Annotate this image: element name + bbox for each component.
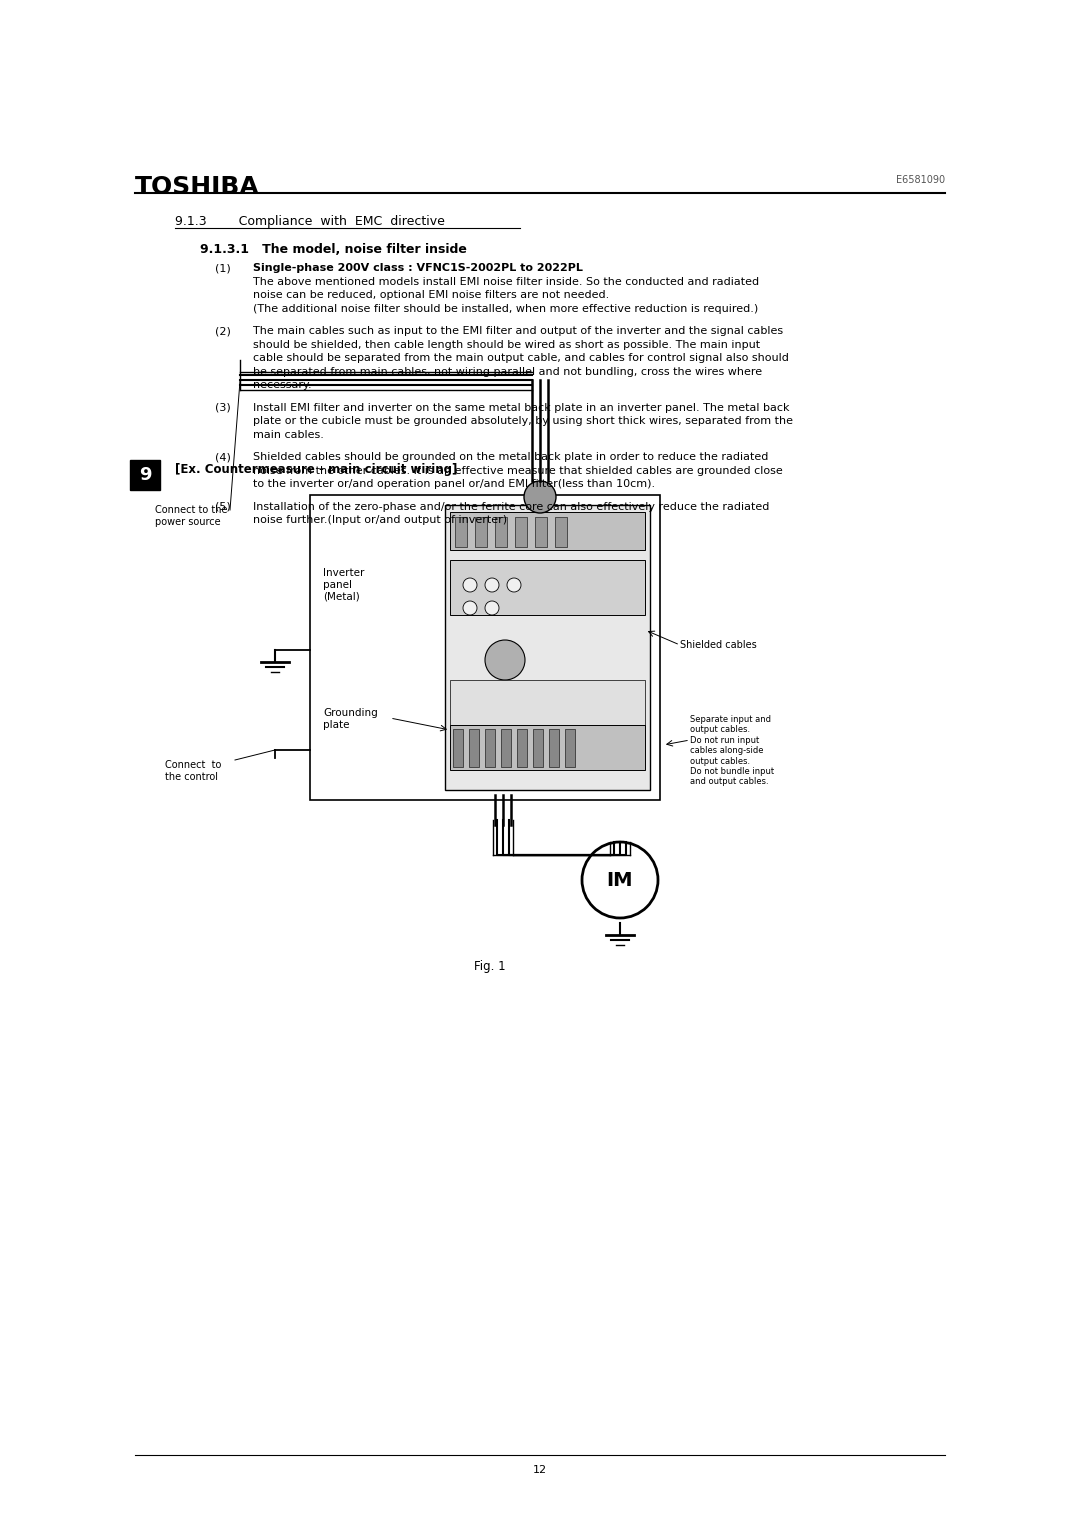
- Text: (3): (3): [215, 402, 231, 413]
- Bar: [535, 516, 546, 547]
- Circle shape: [582, 842, 658, 918]
- Circle shape: [507, 578, 521, 591]
- Bar: [469, 729, 480, 767]
- Bar: [501, 729, 511, 767]
- Text: E6581090: E6581090: [896, 176, 945, 185]
- Text: [Ex. Countermeasure - main circuit wiring]: [Ex. Countermeasure - main circuit wirin…: [175, 463, 457, 477]
- Bar: [453, 729, 463, 767]
- Circle shape: [463, 578, 477, 591]
- Text: necessary.: necessary.: [253, 380, 312, 390]
- Bar: [450, 724, 645, 770]
- Bar: [555, 516, 567, 547]
- Text: Inverter
panel
(Metal): Inverter panel (Metal): [323, 568, 364, 601]
- Bar: [455, 516, 467, 547]
- Text: Shielded cables should be grounded on the metal back plate in order to reduce th: Shielded cables should be grounded on th…: [253, 452, 768, 461]
- Text: Fig. 1: Fig. 1: [474, 960, 505, 973]
- Text: Separate input and
output cables.
Do not run input
cables along-side
output cabl: Separate input and output cables. Do not…: [690, 715, 774, 787]
- Text: should be shielded, then cable length should be wired as short as possible. The : should be shielded, then cable length sh…: [253, 339, 760, 350]
- Text: The main cables such as input to the EMI filter and output of the inverter and t: The main cables such as input to the EMI…: [253, 325, 783, 336]
- Bar: [515, 516, 527, 547]
- Bar: [475, 516, 487, 547]
- Text: Connect  to
the control: Connect to the control: [165, 759, 221, 782]
- Text: (1): (1): [215, 263, 231, 274]
- Text: (5): (5): [215, 501, 231, 512]
- Bar: [549, 729, 559, 767]
- Bar: [450, 512, 645, 550]
- Circle shape: [463, 601, 477, 614]
- Bar: [495, 516, 507, 547]
- Bar: [445, 504, 650, 790]
- Bar: [565, 729, 575, 767]
- Circle shape: [485, 640, 525, 680]
- Circle shape: [485, 578, 499, 591]
- Text: cable should be separated from the main output cable, and cables for control sig: cable should be separated from the main …: [253, 353, 788, 364]
- Circle shape: [485, 601, 499, 614]
- Text: noise from the other cables. It is an effective measure that shielded cables are: noise from the other cables. It is an ef…: [253, 466, 783, 475]
- Circle shape: [524, 481, 556, 513]
- Text: 12: 12: [532, 1465, 548, 1475]
- Text: Grounding
plate: Grounding plate: [323, 707, 378, 729]
- Bar: [485, 729, 495, 767]
- Text: Install EMI filter and inverter on the same metal back plate in an inverter pane: Install EMI filter and inverter on the s…: [253, 402, 789, 413]
- Text: be separated from main cables, not wiring parallel and not bundling, cross the w: be separated from main cables, not wirin…: [253, 367, 762, 376]
- Bar: [534, 729, 543, 767]
- Text: 9.1.3        Compliance  with  EMC  directive: 9.1.3 Compliance with EMC directive: [175, 215, 445, 228]
- Text: The above mentioned models install EMI noise filter inside. So the conducted and: The above mentioned models install EMI n…: [253, 277, 759, 287]
- Text: IM: IM: [607, 871, 633, 889]
- Text: 9: 9: [138, 466, 151, 484]
- Text: plate or the cubicle must be grounded absolutely, by using short thick wires, se: plate or the cubicle must be grounded ab…: [253, 416, 793, 426]
- Text: noise can be reduced, optional EMI noise filters are not needed.: noise can be reduced, optional EMI noise…: [253, 290, 609, 299]
- Text: Shielded cables: Shielded cables: [680, 640, 757, 649]
- Text: 9.1.3.1   The model, noise filter inside: 9.1.3.1 The model, noise filter inside: [200, 243, 467, 257]
- Bar: [517, 729, 527, 767]
- Text: (The additional noise filter should be installed, when more effective reduction : (The additional noise filter should be i…: [253, 304, 758, 313]
- Text: Single-phase 200V class : VFNC1S-2002PL to 2022PL: Single-phase 200V class : VFNC1S-2002PL …: [253, 263, 583, 274]
- Text: Installation of the zero-phase and/or the ferrite core can also effectively redu: Installation of the zero-phase and/or th…: [253, 501, 769, 512]
- Text: Connect to the
power source: Connect to the power source: [156, 504, 228, 527]
- Text: to the inverter or/and operation panel or/and EMI filter(less than 10cm).: to the inverter or/and operation panel o…: [253, 478, 656, 489]
- Text: (2): (2): [215, 325, 231, 336]
- Bar: [450, 680, 645, 724]
- Text: (4): (4): [215, 452, 231, 461]
- Bar: [310, 495, 660, 801]
- Bar: [130, 460, 160, 490]
- Text: noise further.(Input or/and output of inverter): noise further.(Input or/and output of in…: [253, 515, 508, 526]
- Text: TOSHIBA: TOSHIBA: [135, 176, 260, 199]
- Text: main cables.: main cables.: [253, 429, 324, 440]
- Bar: [450, 559, 645, 614]
